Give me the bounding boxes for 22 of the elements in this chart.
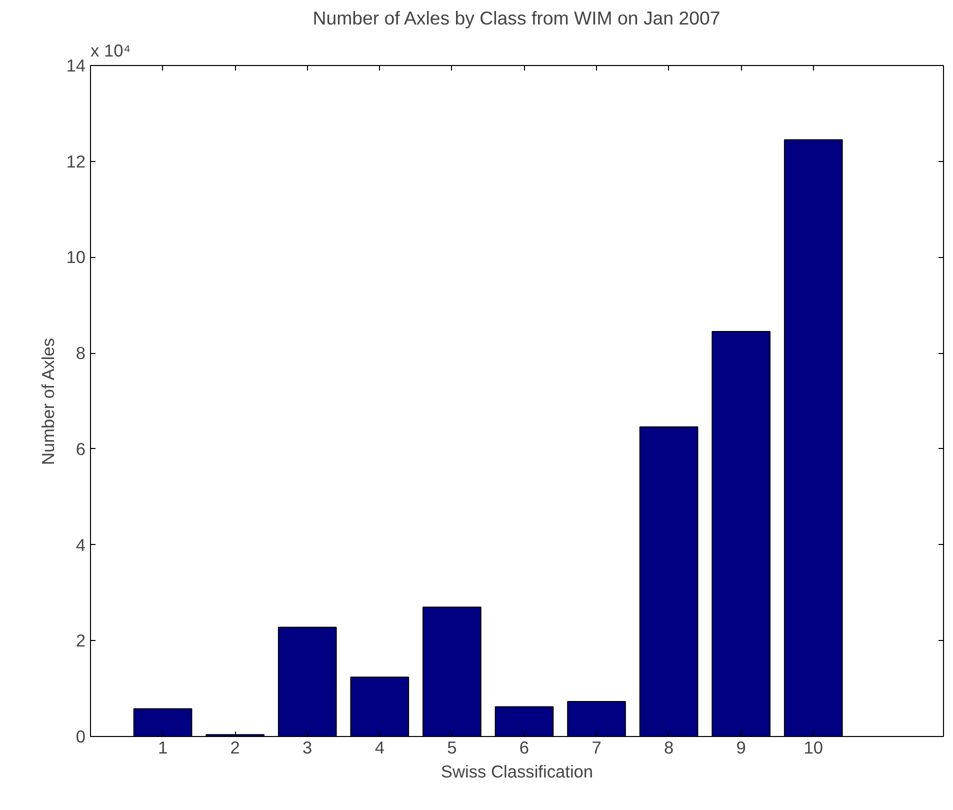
y-tick-label: 4 <box>76 534 86 555</box>
x-axis-title: Swiss Classification <box>440 762 594 782</box>
y-axis-title: Number of Axles <box>38 338 58 466</box>
chart-title: Number of Axles by Class from WIM on Jan 2007 <box>312 8 720 28</box>
x-tick-label: 7 <box>592 738 602 758</box>
y-tick-label: 14 <box>66 56 86 76</box>
y-tick-label: 8 <box>76 343 86 364</box>
y-tick-label: 10 <box>66 247 86 268</box>
x-tick-label: 1 <box>158 738 168 758</box>
x-tick-label: 2 <box>230 738 240 758</box>
x-tick-label: 4 <box>374 738 385 758</box>
x-tick-label: 6 <box>519 738 530 758</box>
x-tick-label: 10 <box>804 738 824 758</box>
x-tick-label: 3 <box>302 738 312 758</box>
y-tick-label: 2 <box>76 630 86 651</box>
y-tick-label: 0 <box>76 726 86 746</box>
y-tick-label: 12 <box>66 151 86 172</box>
y-tick-label: 6 <box>76 438 86 459</box>
x-tick-label: 5 <box>447 738 457 758</box>
x-tick-label: 9 <box>736 738 746 758</box>
x-tick-label: 8 <box>664 738 674 758</box>
text: x 10⁴ <box>90 40 131 60</box>
